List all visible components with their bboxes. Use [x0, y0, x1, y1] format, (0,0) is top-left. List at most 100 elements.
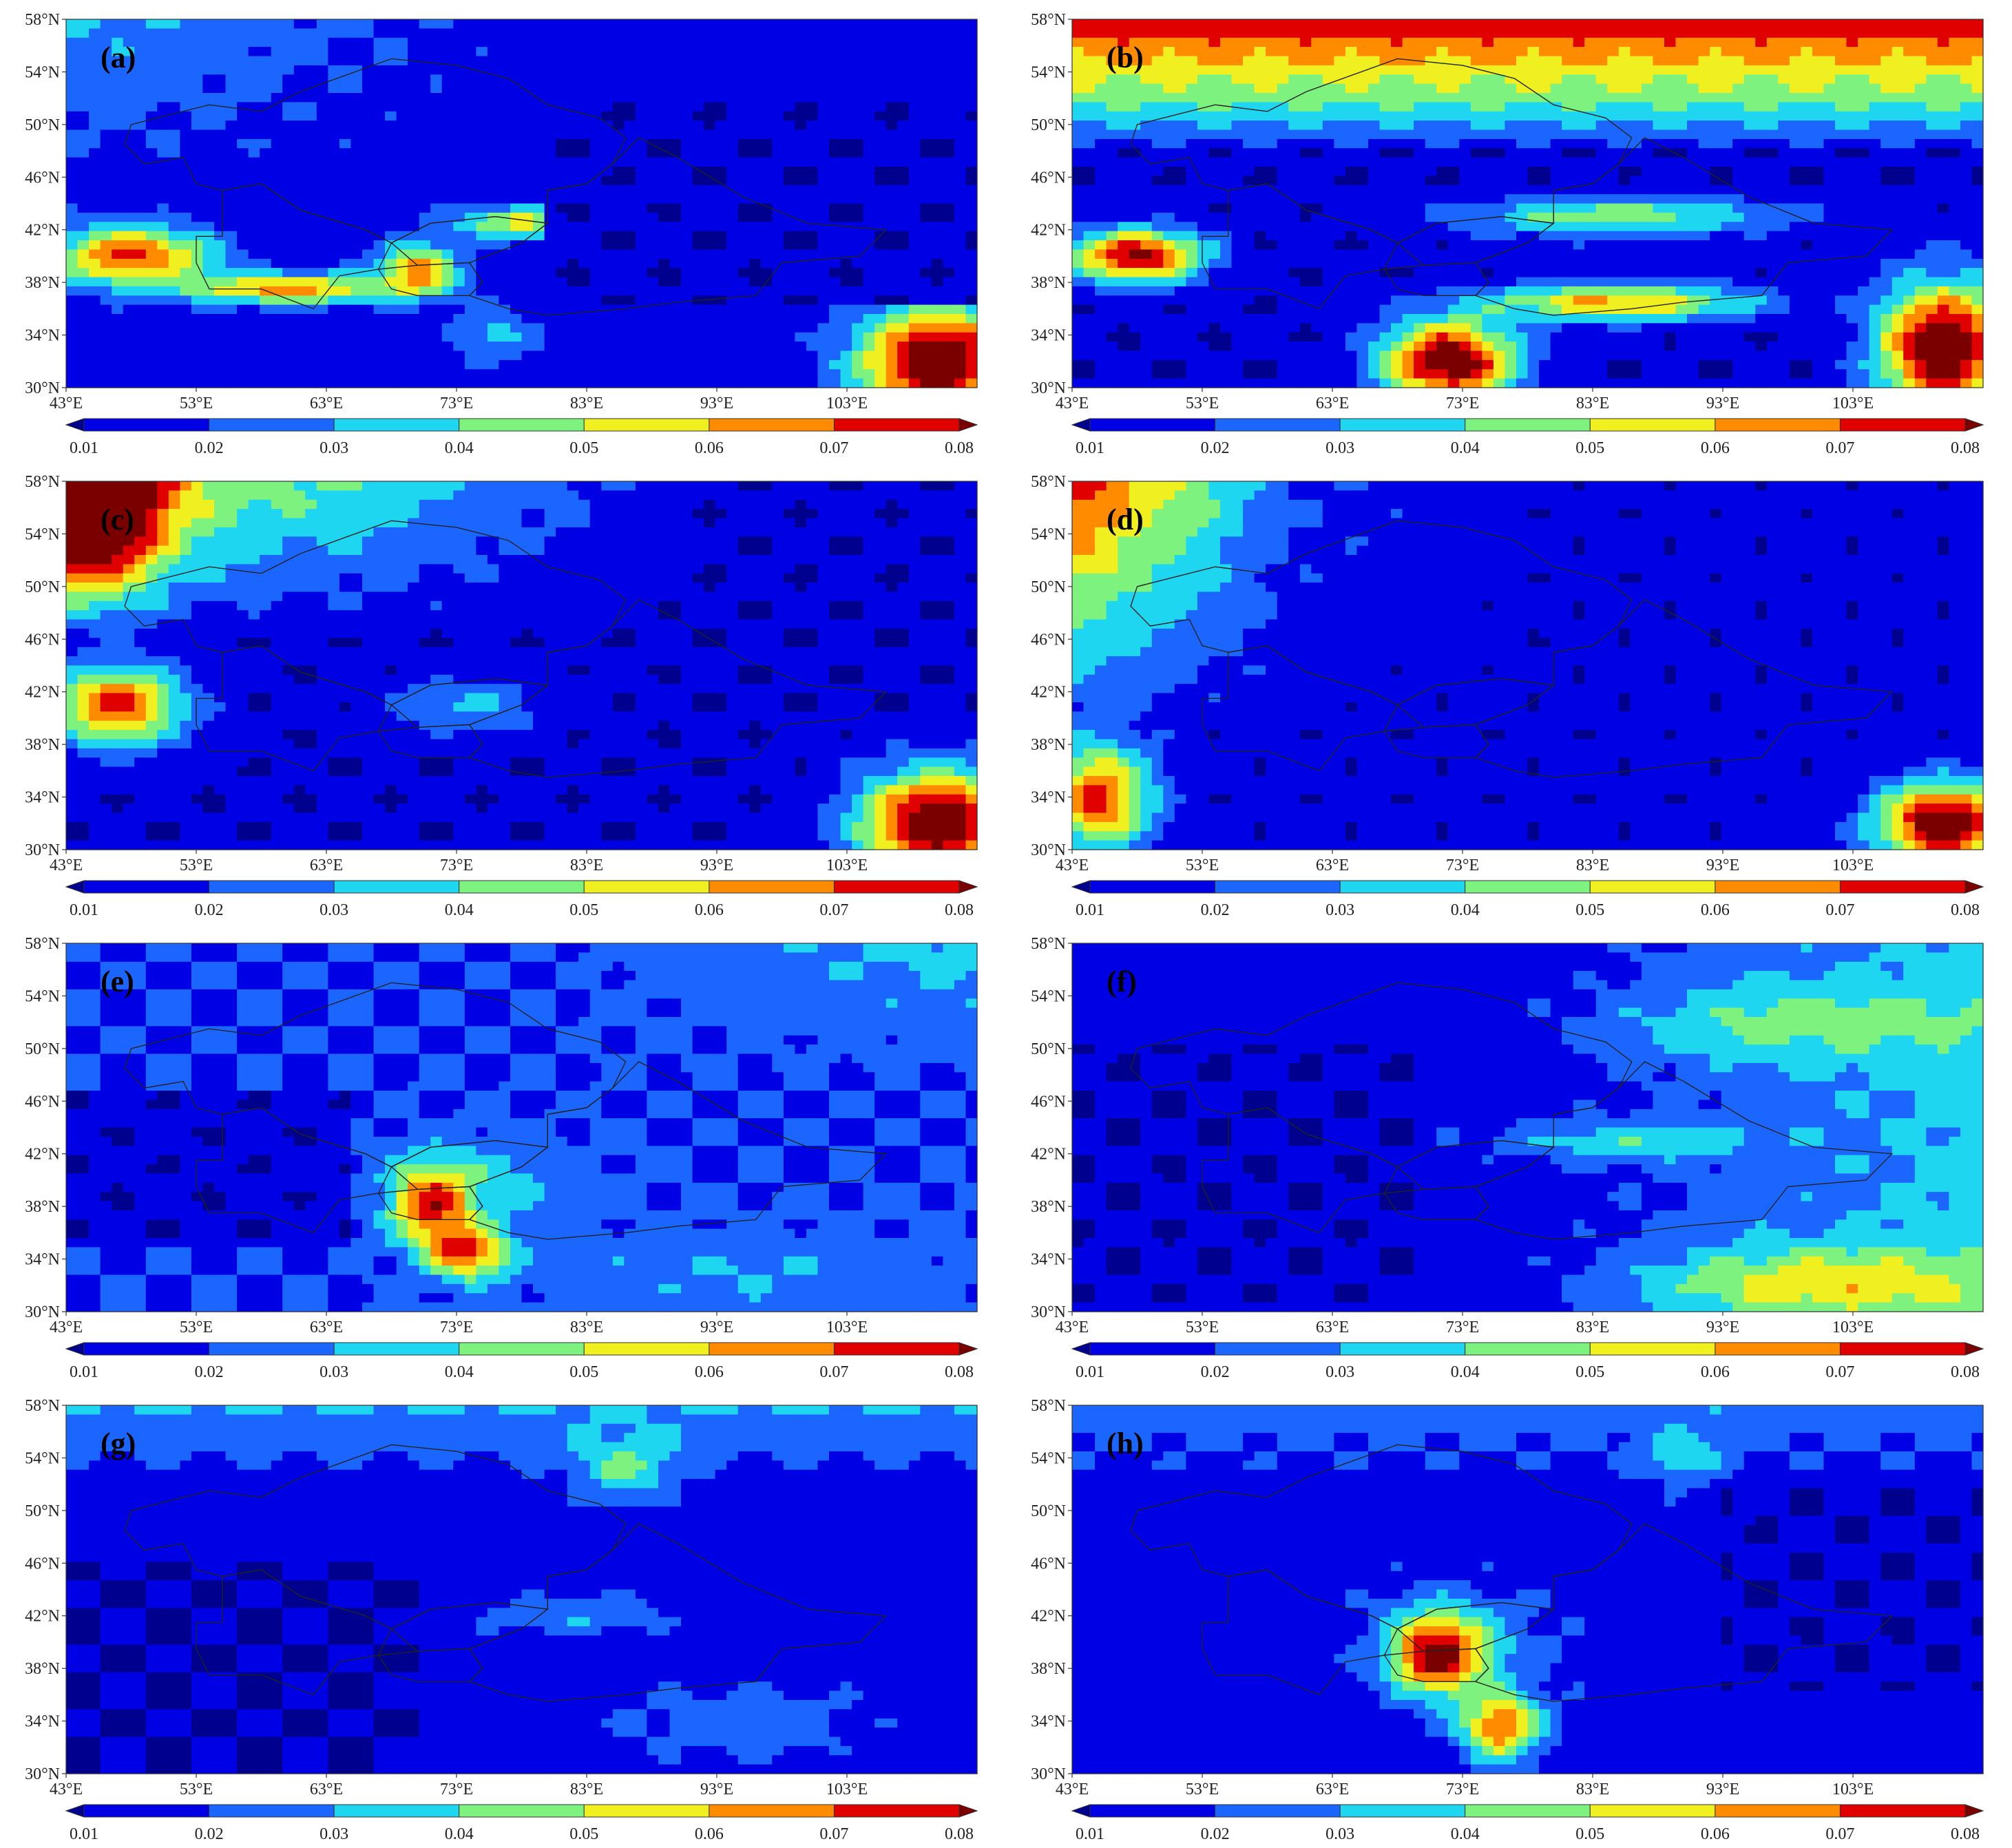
- lat-tick-label: 46°N: [1031, 631, 1066, 649]
- lon-tick-label: 73°E: [1446, 1319, 1479, 1336]
- lon-tick-label: 83°E: [570, 1319, 603, 1336]
- lat-tick-label: 38°N: [25, 1660, 60, 1678]
- contour-field: [66, 943, 978, 1312]
- colorbar-tick-label: 0.05: [569, 901, 598, 919]
- colorbar-tick-label: 0.08: [1951, 439, 1980, 457]
- colorbar-tick-label: 0.04: [1451, 1825, 1480, 1843]
- colorbar-tick-label: 0.01: [1076, 1363, 1104, 1381]
- colorbar-tick-label: 0.05: [1575, 1825, 1604, 1843]
- lat-tick-label: 58°N: [25, 11, 60, 29]
- lon-tick-label: 103°E: [826, 857, 868, 874]
- lat-tick-label: 38°N: [1031, 274, 1066, 292]
- lat-tick-label: 30°N: [1031, 379, 1066, 397]
- lat-tick-label: 30°N: [1031, 1303, 1066, 1321]
- lat-tick-label: 30°N: [1031, 1765, 1066, 1783]
- country-borders: [1130, 982, 1894, 1240]
- lat-tick-label: 50°N: [1031, 1040, 1066, 1058]
- country-borders: [1130, 1444, 1894, 1702]
- lon-tick-label: 63°E: [310, 1781, 343, 1798]
- lat-tick-label: 38°N: [1031, 1660, 1066, 1678]
- map-frame: [1071, 19, 1984, 388]
- colorbar-tick-label: 0.08: [1951, 901, 1980, 919]
- map-frame: [1071, 481, 1984, 850]
- lon-tick-label: 63°E: [1316, 1781, 1349, 1798]
- colorbar: 0.01 0.02 0.03 0.04 0.05 0.06 0.07 0.08: [1071, 880, 1984, 919]
- lon-tick-label: 43°E: [1056, 395, 1089, 412]
- map-frame: [65, 481, 978, 850]
- lon-tick-label: 43°E: [1056, 1319, 1089, 1336]
- country-borders: [1130, 58, 1894, 316]
- map-frame: [1071, 1405, 1984, 1774]
- lat-tick-label: 58°N: [25, 935, 60, 953]
- lat-tick-label: 54°N: [25, 525, 60, 543]
- colorbar: 0.01 0.02 0.03 0.04 0.05 0.06 0.07 0.08: [1071, 1342, 1984, 1381]
- lon-tick-label: 83°E: [1576, 857, 1609, 874]
- lat-tick-label: 46°N: [1031, 1093, 1066, 1111]
- lon-tick-label: 43°E: [50, 395, 83, 412]
- lon-tick-label: 63°E: [310, 857, 343, 874]
- contour-field: [1072, 481, 1984, 850]
- map-frame: [65, 943, 978, 1312]
- colorbar-tick-label: 0.08: [945, 439, 974, 457]
- lon-tick-label: 73°E: [440, 1319, 473, 1336]
- colorbar-tick-label: 0.03: [319, 1363, 348, 1381]
- panel-label: (f): [1107, 965, 1137, 998]
- lon-tick-label: 63°E: [1316, 857, 1349, 874]
- country-borders: [1130, 520, 1894, 778]
- contour-field: [66, 481, 978, 850]
- lat-tick-label: 30°N: [25, 1303, 60, 1321]
- lon-tick-label: 63°E: [1316, 395, 1349, 412]
- colorbar-tick-label: 0.04: [1451, 1363, 1480, 1381]
- lon-tick-label: 93°E: [1706, 395, 1739, 412]
- colorbar-tick-label: 0.03: [1325, 1825, 1354, 1843]
- lat-tick-label: 34°N: [1031, 327, 1066, 345]
- lat-tick-label: 50°N: [1031, 578, 1066, 596]
- country-borders: [124, 58, 888, 316]
- lat-tick-label: 42°N: [25, 1146, 60, 1164]
- map-canvas: 58°N 54°N 50°N 46°N 42°N 38°N 34°N 30°N43°E 53°E…: [1031, 935, 1984, 1381]
- colorbar: 0.01 0.02 0.03 0.04 0.05 0.06 0.07 0.08: [1071, 1804, 1984, 1843]
- lon-tick-label: 93°E: [700, 857, 733, 874]
- colorbar-tick-label: 0.08: [945, 1825, 974, 1843]
- map-panel-a: 58°N 54°N 50°N 46°N 42°N 38°N 34°N 30°N 43°E 53°E…: [0, 0, 1006, 462]
- lat-tick-label: 46°N: [25, 1555, 60, 1573]
- lat-tick-label: 46°N: [1031, 1555, 1066, 1573]
- colorbar: 0.01 0.02 0.03 0.04 0.05 0.06 0.07 0.08: [1071, 418, 1984, 457]
- lat-tick-label: 42°N: [1031, 1146, 1066, 1164]
- colorbar-tick-label: 0.01: [70, 1363, 98, 1381]
- lat-tick-label: 38°N: [1031, 736, 1066, 754]
- lat-tick-label: 38°N: [25, 1198, 60, 1216]
- colorbar-tick-label: 0.06: [695, 1825, 724, 1843]
- lat-tick-label: 54°N: [1031, 525, 1066, 543]
- lon-tick-label: 73°E: [1446, 857, 1479, 874]
- map-panel-b: 58°N 54°N 50°N 46°N 42°N 38°N 34°N 30°N 43°E 53°E…: [1006, 0, 2012, 462]
- colorbar-tick-label: 0.01: [70, 439, 98, 457]
- lat-tick-label: 46°N: [1031, 169, 1066, 187]
- colorbar-tick-label: 0.03: [319, 901, 348, 919]
- colorbar-tick-label: 0.02: [1201, 439, 1230, 457]
- colorbar-tick-label: 0.02: [195, 1363, 224, 1381]
- lon-tick-label: 53°E: [1186, 1319, 1219, 1336]
- lon-tick-label: 53°E: [1186, 395, 1219, 412]
- lat-tick-label: 50°N: [25, 1502, 60, 1520]
- lat-tick-label: 34°N: [1031, 1713, 1066, 1731]
- colorbar-tick-label: 0.01: [70, 1825, 98, 1843]
- contour-field: [1072, 943, 1984, 1312]
- lat-tick-label: 46°N: [25, 169, 60, 187]
- colorbar-tick-label: 0.01: [70, 901, 98, 919]
- colorbar-tick-label: 0.04: [1451, 439, 1480, 457]
- country-borders: [124, 520, 888, 778]
- lat-tick-label: 58°N: [25, 1397, 60, 1415]
- map-panel-c: 58°N 54°N 50°N 46°N 42°N 38°N 34°N 30°N 43°E 53°E…: [0, 462, 1006, 924]
- map-frame: [65, 19, 978, 388]
- lon-tick-label: 73°E: [440, 857, 473, 874]
- colorbar-tick-label: 0.04: [445, 1363, 474, 1381]
- lon-tick-label: 93°E: [700, 1781, 733, 1798]
- lon-tick-label: 103°E: [826, 395, 868, 412]
- lat-tick-label: 58°N: [1031, 11, 1066, 29]
- lat-tick-label: 42°N: [1031, 684, 1066, 702]
- lon-tick-label: 53°E: [1186, 1781, 1219, 1798]
- lat-tick-label: 30°N: [1031, 841, 1066, 859]
- lon-tick-label: 103°E: [1832, 395, 1874, 412]
- colorbar: 0.01 0.02 0.03 0.04 0.05 0.06 0.07 0.08: [65, 418, 978, 457]
